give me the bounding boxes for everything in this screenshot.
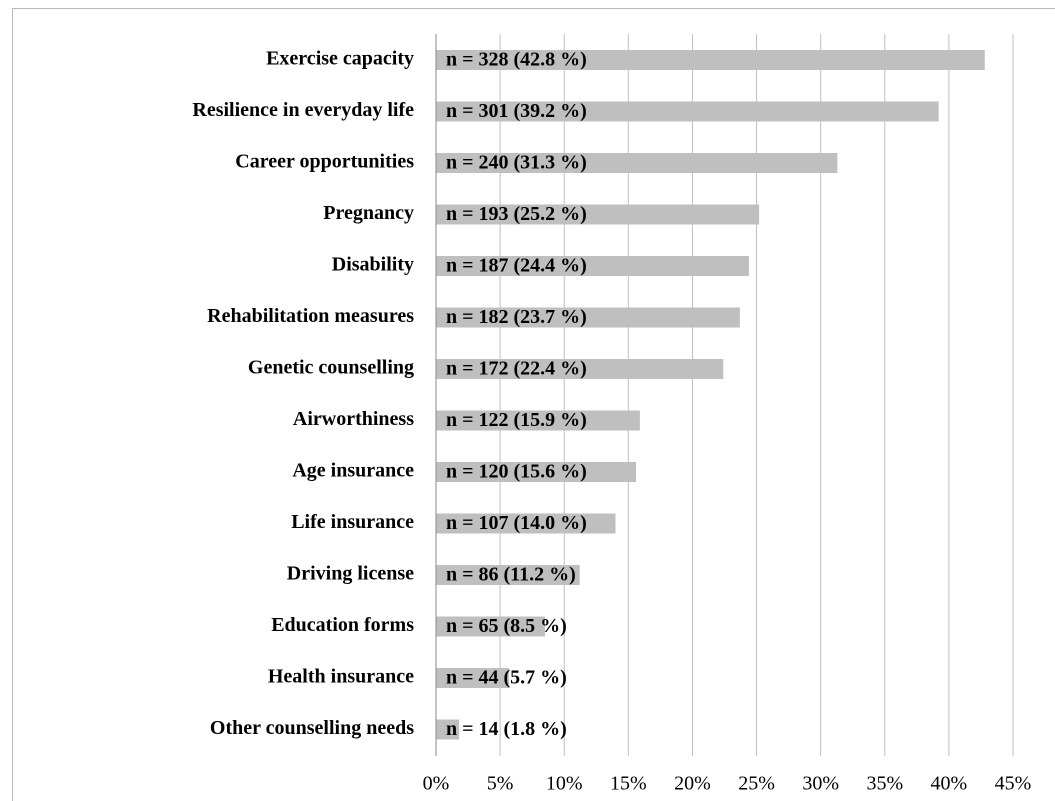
bar	[436, 256, 749, 276]
x-tick-label: 20%	[674, 773, 711, 795]
data-label: n = 182 (23.7 %)	[446, 306, 587, 328]
y-tick-label: Career opportunities	[235, 151, 414, 173]
y-tick-label: Health insurance	[268, 666, 414, 688]
y-tick-label: Pregnancy	[323, 202, 414, 224]
bar	[436, 565, 580, 585]
x-tick-label: 30%	[802, 773, 839, 795]
x-tick-label: 15%	[610, 773, 647, 795]
x-tick-label: 25%	[738, 773, 775, 795]
bar	[436, 50, 985, 70]
x-tick-label: 10%	[546, 773, 583, 795]
y-tick-label: Exercise capacity	[266, 48, 414, 70]
data-label: n = 122 (15.9 %)	[446, 409, 587, 431]
x-tick-label: 40%	[931, 773, 968, 795]
y-tick-label: Airworthiness	[293, 408, 414, 430]
bar	[436, 668, 510, 688]
data-label: n = 14 (1.8 %)	[446, 718, 567, 740]
bar	[436, 204, 760, 225]
data-label: n = 301 (39.2 %)	[446, 100, 587, 122]
chart-frame	[12, 8, 1055, 801]
x-tick-label: 45%	[995, 773, 1032, 795]
bar	[436, 410, 640, 431]
y-tick-label: Education forms	[271, 614, 414, 636]
data-label: n = 193 (25.2 %)	[446, 203, 587, 225]
bar	[436, 719, 460, 740]
y-tick-label: Resilience in everyday life	[192, 99, 414, 121]
data-label: n = 65 (8.5 %)	[446, 615, 567, 637]
bar	[436, 462, 637, 482]
data-label: n = 328 (42.8 %)	[446, 49, 587, 71]
x-tick-label: 5%	[487, 773, 514, 795]
data-label: n = 240 (31.3 %)	[446, 152, 587, 174]
y-tick-label: Genetic counselling	[248, 357, 414, 379]
y-tick-label: Driving license	[287, 563, 414, 585]
y-tick-label: Age insurance	[292, 460, 414, 482]
x-tick-label: 35%	[866, 773, 903, 795]
y-tick-label: Disability	[332, 254, 414, 276]
x-tick-label: 0%	[423, 773, 450, 795]
data-label: n = 86 (11.2 %)	[446, 564, 576, 586]
bar	[436, 513, 616, 534]
data-label: n = 44 (5.7 %)	[446, 667, 567, 689]
data-label: n = 187 (24.4 %)	[446, 255, 587, 277]
bar	[436, 359, 724, 379]
data-label: n = 107 (14.0 %)	[446, 512, 587, 534]
bar	[436, 101, 939, 122]
y-tick-label: Rehabilitation measures	[207, 305, 414, 327]
data-label: n = 120 (15.6 %)	[446, 461, 587, 483]
bar	[436, 616, 545, 637]
y-tick-label: Life insurance	[291, 511, 414, 533]
bar	[436, 153, 838, 173]
bar	[436, 307, 740, 328]
data-label: n = 172 (22.4 %)	[446, 358, 587, 380]
y-tick-label: Other counselling needs	[210, 717, 414, 739]
